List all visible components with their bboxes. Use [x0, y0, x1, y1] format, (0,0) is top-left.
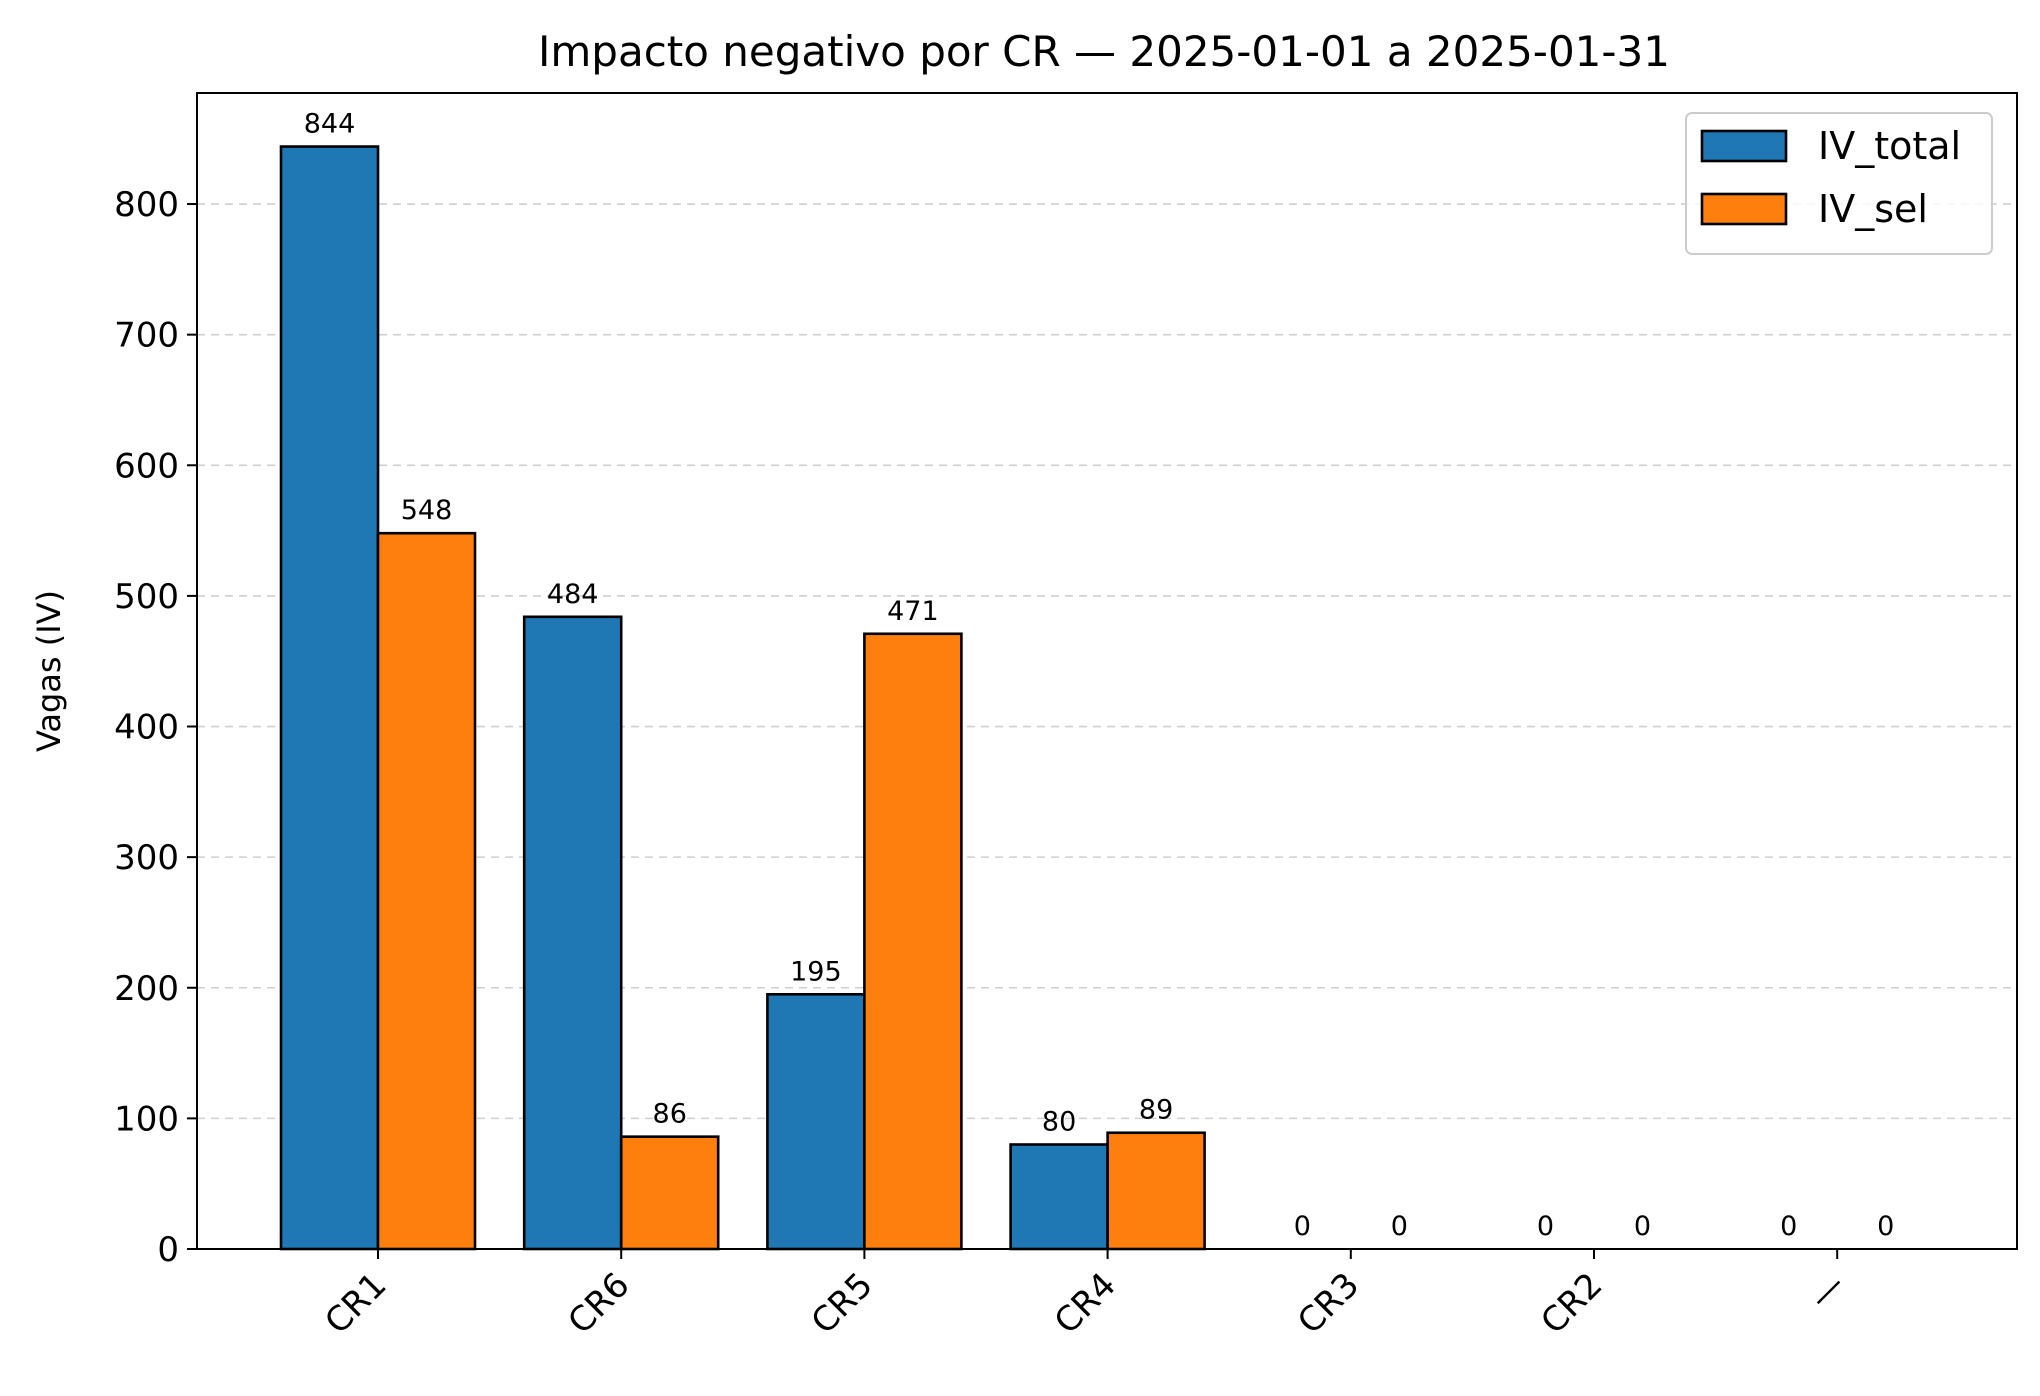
bar-IV_total-CR4: [1009, 1143, 1109, 1251]
y-axis-ticks: 0 100 200 300 400 500 600 700 800: [114, 185, 197, 1270]
bar-IV_sel-CR5: [863, 632, 963, 1251]
bar-IV_sel-CR4: [1106, 1131, 1206, 1251]
y-tick-label: 400: [114, 708, 179, 748]
data-label-IV_total-CR3: 0: [1294, 1211, 1311, 1242]
bar-IV_total-CR1: [279, 145, 380, 1251]
y-tick-label: 300: [114, 838, 179, 878]
y-tick-label: 100: [114, 1099, 179, 1139]
grid-lines: [197, 203, 2017, 1120]
data-labels: 844 484 195 80 0 0 0 548 86 471 89 0 0 0: [304, 109, 1895, 1242]
legend: IV_total IV_sel: [1685, 112, 1993, 255]
bar-IV_total-CR5: [766, 992, 866, 1251]
legend-label-IV_total: IV_total: [1818, 124, 1961, 168]
data-label-IV_sel-CR6: 86: [653, 1099, 687, 1130]
data-label-IV_total-CR4: 80: [1042, 1107, 1076, 1138]
data-label-IV_sel-CR1: 548: [401, 495, 453, 526]
legend-label-IV_sel: IV_sel: [1818, 187, 1928, 231]
data-label-IV_sel-—: 0: [1877, 1211, 1894, 1242]
data-label-IV_total-CR5: 195: [790, 956, 842, 987]
y-tick-label: 800: [114, 185, 179, 225]
data-label-IV_total-—: 0: [1780, 1211, 1797, 1242]
legend-swatch-IV_total: [1700, 129, 1788, 163]
legend-swatch-IV_sel: [1700, 192, 1788, 226]
data-label-IV_total-CR6: 484: [547, 579, 599, 610]
y-axis-label: Vagas (IV): [30, 590, 68, 752]
data-label-IV_sel-CR2: 0: [1634, 1211, 1651, 1242]
y-tick-label: 0: [157, 1230, 179, 1270]
y-tick-label: 700: [114, 316, 179, 356]
data-label-IV_sel-CR4: 89: [1139, 1095, 1173, 1126]
chart-title: Impacto negativo por CR — 2025-01-01 a 2…: [538, 27, 1670, 76]
y-tick-label: 200: [114, 969, 179, 1009]
y-tick-label: 600: [114, 446, 179, 486]
bar-IV_sel-CR1: [376, 531, 477, 1251]
data-label-IV_total-CR1: 844: [304, 109, 356, 140]
data-label-IV_sel-CR3: 0: [1391, 1211, 1408, 1242]
data-label-IV_total-CR2: 0: [1537, 1211, 1554, 1242]
bar-IV_sel-CR6: [619, 1135, 720, 1251]
data-label-IV_sel-CR5: 471: [887, 596, 939, 627]
y-tick-label: 500: [114, 577, 179, 617]
bar-IV_total-CR6: [522, 615, 623, 1251]
